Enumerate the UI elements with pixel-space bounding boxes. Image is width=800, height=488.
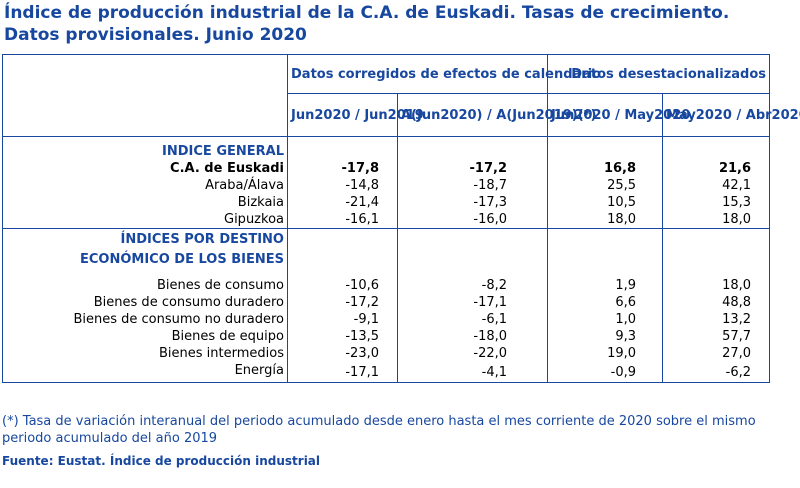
table-title: Índice de producción industrial de la C.… bbox=[4, 2, 794, 46]
row-label: Bienes de consumo no duradero bbox=[73, 312, 284, 327]
row-label: Bienes de consumo duradero bbox=[93, 295, 284, 310]
section-heading-destino-2: ECONÓMICO DE LOS BIENES bbox=[79, 252, 284, 267]
table-row: Bienes intermedios -23,0 -22,0 19,0 27,0 bbox=[3, 345, 770, 362]
cell-value: 6,6 bbox=[547, 294, 663, 311]
cell-value: -17,8 bbox=[287, 160, 398, 177]
header-empty-cell-2 bbox=[3, 94, 288, 137]
cell-value: -0,9 bbox=[547, 362, 663, 383]
cell-value: -22,0 bbox=[396, 345, 548, 362]
header-group-seasonal: Datos desestacionalizados bbox=[547, 54, 770, 94]
cell-value: 27,0 bbox=[662, 345, 770, 362]
section-heading-row: ÍNDICES POR DESTINO bbox=[2, 228, 770, 248]
cell-value: -18,0 bbox=[396, 328, 548, 345]
cell-value: 9,3 bbox=[547, 328, 663, 345]
cell-value: 1,9 bbox=[547, 277, 663, 294]
cell-value: -17,3 bbox=[396, 194, 548, 211]
row-label: Energía bbox=[234, 363, 284, 378]
cell-value: -8,2 bbox=[396, 277, 548, 294]
header-group-calendar: Datos corregidos de efectos de calendari… bbox=[286, 54, 601, 94]
header-col-3: Jun2020 / May2020 bbox=[547, 93, 690, 137]
table-row: Bienes de equipo -13,5 -18,0 9,3 57,7 bbox=[3, 328, 770, 345]
cell-value: 18,0 bbox=[662, 277, 770, 294]
cell-value: 42,1 bbox=[662, 177, 770, 194]
header-col-1: Jun2020 / Jun2019 bbox=[287, 93, 424, 137]
source-note: Fuente: Eustat. Índice de producción ind… bbox=[2, 454, 321, 468]
cell-value: 10,5 bbox=[547, 194, 663, 211]
section-heading-row: ECONÓMICO DE LOS BIENES bbox=[3, 248, 770, 271]
cell-value: -17,1 bbox=[287, 362, 398, 383]
section-heading-destino-1: ÍNDICES POR DESTINO bbox=[2, 228, 288, 248]
header-col-4: May2020 / Abr2020 bbox=[662, 93, 800, 137]
cell-value: 13,2 bbox=[662, 311, 770, 328]
cell-value: -13,5 bbox=[287, 328, 398, 345]
header-row-periods: Jun2020 / Jun2019 A(Jun2020) / A(Jun2019… bbox=[2, 93, 800, 137]
cell-value: 57,7 bbox=[662, 328, 770, 345]
row-label: Bienes de consumo bbox=[156, 278, 284, 293]
cell-value: -14,8 bbox=[287, 177, 398, 194]
row-label: Bienes de equipo bbox=[171, 329, 284, 344]
cell-value: 21,6 bbox=[662, 160, 770, 177]
row-label: Bienes intermedios bbox=[159, 346, 284, 361]
cell-value: -17,2 bbox=[396, 160, 548, 177]
cell-value: -9,1 bbox=[287, 311, 398, 328]
row-label: Bizkaia bbox=[237, 195, 284, 210]
table-row: Bizkaia -21,4 -17,3 10,5 15,3 bbox=[3, 194, 770, 211]
table-row: Bienes de consumo -10,6 -8,2 1,9 18,0 bbox=[3, 277, 770, 294]
title-line-1: Índice de producción industrial de la C.… bbox=[4, 3, 730, 23]
cell-value: -17,2 bbox=[287, 294, 398, 311]
cell-value: -16,1 bbox=[287, 211, 398, 229]
cell-value: 15,3 bbox=[662, 194, 770, 211]
cell-value: -18,7 bbox=[396, 177, 548, 194]
cell-value: -10,6 bbox=[287, 277, 398, 294]
cell-value: -4,1 bbox=[396, 362, 548, 383]
table-row: Bienes de consumo duradero -17,2 -17,1 6… bbox=[3, 294, 770, 311]
cell-value: 25,5 bbox=[547, 177, 663, 194]
row-label: Araba/Álava bbox=[205, 178, 284, 193]
cell-value: 18,0 bbox=[662, 211, 770, 229]
footnote: (*) Tasa de variación interanual del per… bbox=[2, 414, 756, 446]
table-row: Energía -17,1 -4,1 -0,9 -6,2 bbox=[3, 362, 770, 383]
table-row: Araba/Álava -14,8 -18,7 25,5 42,1 bbox=[3, 177, 770, 194]
cell-value: -6,1 bbox=[396, 311, 548, 328]
header-col-2: A(Jun2020) / A(Jun2019)(*) bbox=[396, 93, 596, 137]
table-row: Gipuzkoa -16,1 -16,0 18,0 18,0 bbox=[3, 211, 770, 229]
cell-value: -17,1 bbox=[396, 294, 548, 311]
cell-value: -16,0 bbox=[396, 211, 548, 229]
header-row-groups: Datos corregidos de efectos de calendari… bbox=[3, 54, 770, 94]
cell-value: 19,0 bbox=[547, 345, 663, 362]
cell-value: 18,0 bbox=[547, 211, 663, 229]
table-row: C.A. de Euskadi -17,8 -17,2 16,8 21,6 bbox=[3, 160, 770, 177]
cell-value: -21,4 bbox=[287, 194, 398, 211]
cell-value: 16,8 bbox=[547, 160, 663, 177]
section-heading-row: INDICE GENERAL bbox=[3, 143, 770, 160]
title-line-2: Datos provisionales. Junio 2020 bbox=[4, 25, 307, 45]
cell-value: -23,0 bbox=[287, 345, 398, 362]
cell-value: -6,2 bbox=[662, 362, 770, 383]
section-heading-general: INDICE GENERAL bbox=[162, 144, 284, 159]
row-label: Gipuzkoa bbox=[224, 212, 284, 227]
table-row: Bienes de consumo no duradero -9,1 -6,1 … bbox=[3, 311, 770, 328]
data-table: Datos corregidos de efectos de calendari… bbox=[2, 54, 800, 383]
header-empty-cell bbox=[3, 55, 288, 94]
row-label: C.A. de Euskadi bbox=[170, 161, 284, 176]
cell-value: 48,8 bbox=[662, 294, 770, 311]
cell-value: 1,0 bbox=[547, 311, 663, 328]
